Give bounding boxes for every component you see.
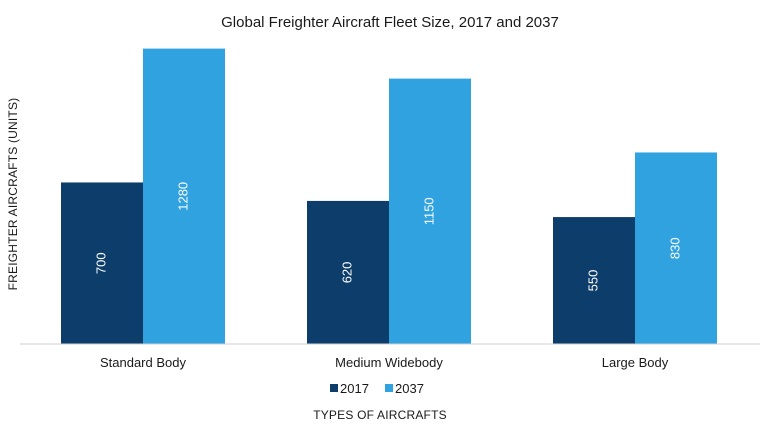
bar-standard-body-2037 <box>143 48 225 344</box>
data-label-large-body-2017: 550 <box>585 270 600 292</box>
category-label-standard-body: Standard Body <box>100 355 187 370</box>
data-label-standard-body-2017: 700 <box>93 252 108 274</box>
data-label-large-body-2037: 830 <box>667 237 682 259</box>
bar-large-body-2037 <box>635 152 717 344</box>
legend-swatch-2017 <box>330 384 338 392</box>
legend-swatch-2037 <box>385 384 393 392</box>
y-axis-label: FREIGHTER AIRCRAFTS (UNITS) <box>6 98 20 291</box>
bars-layer: 700 1280 620 1150 550 830 <box>61 48 717 344</box>
bar-medium-widebody-2017 <box>307 200 389 344</box>
data-label-medium-widebody-2017: 620 <box>339 262 354 284</box>
legend-label-2037: 2037 <box>395 381 424 396</box>
data-label-medium-widebody-2037: 1150 <box>421 197 436 225</box>
chart-title: Global Freighter Aircraft Fleet Size, 20… <box>221 14 559 31</box>
bar-large-body-2017 <box>553 217 635 344</box>
category-labels: Standard Body Medium Widebody Large Body <box>100 355 669 370</box>
x-axis-label: TYPES OF AIRCRAFTS <box>313 408 447 422</box>
legend-label-2017: 2017 <box>340 381 369 396</box>
bar-medium-widebody-2037 <box>389 78 471 344</box>
legend: 2017 2037 <box>330 381 424 396</box>
data-label-standard-body-2037: 1280 <box>175 182 190 211</box>
bar-standard-body-2017 <box>61 182 143 344</box>
category-label-large-body: Large Body <box>602 355 669 370</box>
category-label-medium-widebody: Medium Widebody <box>335 355 443 370</box>
